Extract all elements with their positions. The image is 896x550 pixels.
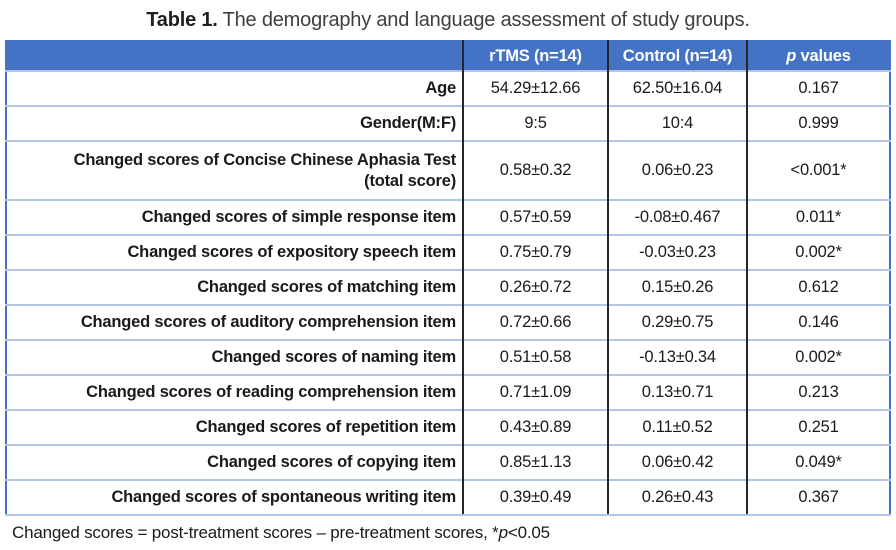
rtms-value: 0.26±0.72	[462, 269, 608, 305]
table-row-naming: Changed scores of naming item 0.51±0.58 …	[6, 339, 890, 375]
row-label: Changed scores of reading comprehension …	[6, 374, 463, 410]
p-value: <0.001*	[746, 140, 890, 200]
control-value: 10:4	[607, 105, 747, 141]
table-row-repetition: Changed scores of repetition item 0.43±0…	[6, 409, 890, 445]
row-label: Changed scores of spontaneous writing it…	[6, 479, 463, 516]
control-value: -0.08±0.467	[607, 199, 747, 235]
table-row-matching: Changed scores of matching item 0.26±0.7…	[6, 269, 890, 305]
table-row-auditory-comprehension: Changed scores of auditory comprehension…	[6, 304, 890, 340]
table-row-spontaneous-writing: Changed scores of spontaneous writing it…	[6, 479, 890, 516]
table-row-expository-speech: Changed scores of expository speech item…	[6, 234, 890, 270]
rtms-value: 0.85±1.13	[462, 444, 608, 480]
rtms-value: 0.43±0.89	[462, 409, 608, 445]
rtms-value: 0.39±0.49	[462, 479, 608, 516]
table-caption-text: The demography and language assessment o…	[217, 9, 750, 31]
row-label: Age	[6, 70, 463, 106]
control-value: 0.06±0.42	[607, 444, 747, 480]
p-value: 0.011*	[746, 199, 890, 235]
control-value: 0.13±0.71	[607, 374, 747, 410]
p-value: 0.002*	[746, 234, 890, 270]
control-value: 0.26±0.43	[607, 479, 747, 516]
row-label: Changed scores of matching item	[6, 269, 463, 305]
control-value: -0.13±0.34	[607, 339, 747, 375]
row-label: Changed scores of Concise Chinese Aphasi…	[6, 140, 463, 200]
p-value: 0.367	[746, 479, 890, 516]
rtms-value: 0.58±0.32	[462, 140, 608, 200]
footnote-p-italic: p	[498, 523, 508, 542]
demography-table: rTMS (n=14) Control (n=14) p values Age …	[5, 40, 891, 516]
p-value: 0.612	[746, 269, 890, 305]
control-value: 0.15±0.26	[607, 269, 747, 305]
p-value: 0.002*	[746, 339, 890, 375]
header-p-italic: p	[786, 46, 797, 65]
table-body: Age 54.29±12.66 62.50±16.04 0.167 Gender…	[6, 70, 890, 516]
row-label: Gender(M:F)	[6, 105, 463, 141]
rtms-value: 54.29±12.66	[462, 70, 608, 106]
p-value: 0.049*	[746, 444, 890, 480]
rtms-value: 0.71±1.09	[462, 374, 608, 410]
header-empty-cell	[6, 41, 463, 71]
row-label: Changed scores of repetition item	[6, 409, 463, 445]
table-row-gender: Gender(M:F) 9:5 10:4 0.999	[6, 105, 890, 141]
control-value: 0.11±0.52	[607, 409, 747, 445]
header-control: Control (n=14)	[607, 41, 747, 71]
table-row-copying: Changed scores of copying item 0.85±1.13…	[6, 444, 890, 480]
table-caption-number: Table 1.	[146, 9, 218, 31]
row-label: Changed scores of naming item	[6, 339, 463, 375]
rtms-value: 0.57±0.59	[462, 199, 608, 235]
table-header: rTMS (n=14) Control (n=14) p values	[6, 41, 890, 71]
p-value: 0.251	[746, 409, 890, 445]
table-footnote: Changed scores = post-treatment scores –…	[12, 523, 896, 543]
p-value: 0.213	[746, 374, 890, 410]
control-value: 0.29±0.75	[607, 304, 747, 340]
rtms-value: 0.75±0.79	[462, 234, 608, 270]
control-value: 62.50±16.04	[607, 70, 747, 106]
table-caption: Table 1. The demography and language ass…	[0, 0, 896, 40]
p-value: 0.999	[746, 105, 890, 141]
rtms-value: 0.51±0.58	[462, 339, 608, 375]
table-row-ccat-total: Changed scores of Concise Chinese Aphasi…	[6, 140, 890, 200]
table-row-reading-comprehension: Changed scores of reading comprehension …	[6, 374, 890, 410]
header-row: rTMS (n=14) Control (n=14) p values	[6, 41, 890, 71]
footnote-prefix: Changed scores = post-treatment scores –…	[12, 523, 499, 542]
row-label: Changed scores of auditory comprehension…	[6, 304, 463, 340]
table-row-simple-response: Changed scores of simple response item 0…	[6, 199, 890, 235]
rtms-value: 9:5	[462, 105, 608, 141]
header-rtms: rTMS (n=14)	[462, 41, 608, 71]
header-p-rest: values	[796, 46, 851, 65]
row-label: Changed scores of copying item	[6, 444, 463, 480]
p-value: 0.167	[746, 70, 890, 106]
control-value: -0.03±0.23	[607, 234, 747, 270]
row-label-line2: (total score)	[364, 171, 456, 190]
table-row-age: Age 54.29±12.66 62.50±16.04 0.167	[6, 70, 890, 106]
row-label: Changed scores of simple response item	[6, 199, 463, 235]
rtms-value: 0.72±0.66	[462, 304, 608, 340]
control-value: 0.06±0.23	[607, 140, 747, 200]
p-value: 0.146	[746, 304, 890, 340]
footnote-suffix: <0.05	[507, 523, 550, 542]
row-label: Changed scores of expository speech item	[6, 234, 463, 270]
header-p-values: p values	[746, 41, 890, 71]
